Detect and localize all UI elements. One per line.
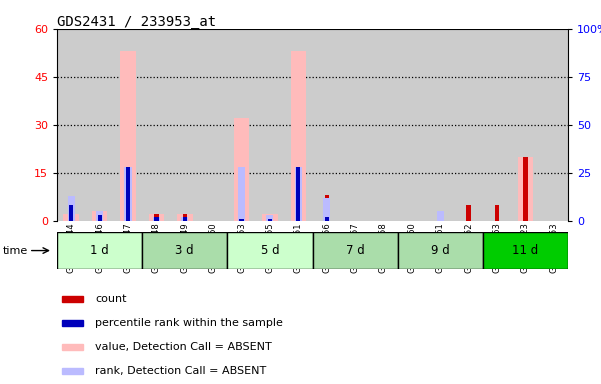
Bar — [517, 157, 533, 221]
Bar — [183, 217, 187, 221]
Text: 3 d: 3 d — [175, 244, 194, 257]
Bar — [68, 196, 75, 221]
Bar — [171, 29, 199, 221]
Text: time: time — [3, 245, 28, 256]
Text: 5 d: 5 d — [261, 244, 279, 257]
Bar — [256, 29, 284, 221]
Bar — [438, 211, 442, 221]
Bar — [284, 29, 313, 221]
Bar — [63, 368, 82, 374]
Bar — [325, 217, 329, 221]
Bar — [239, 218, 243, 221]
Text: 7 d: 7 d — [346, 244, 364, 257]
Bar — [238, 167, 245, 221]
Bar — [325, 195, 329, 221]
Bar — [142, 29, 171, 221]
Text: count: count — [96, 294, 127, 304]
Bar — [97, 218, 102, 221]
Text: GDS2431 / 233953_at: GDS2431 / 233953_at — [57, 15, 216, 29]
Bar — [63, 320, 82, 326]
Bar — [63, 344, 82, 350]
Bar — [313, 29, 341, 221]
Bar — [199, 29, 227, 221]
Bar — [148, 214, 164, 221]
Bar — [266, 215, 273, 221]
Bar — [369, 29, 398, 221]
Bar — [511, 29, 540, 221]
Bar — [126, 167, 130, 221]
Bar — [290, 51, 306, 221]
Bar — [57, 29, 85, 221]
Bar — [294, 167, 302, 221]
Bar — [323, 198, 331, 221]
Bar — [540, 29, 568, 221]
Bar — [227, 232, 313, 269]
Bar — [398, 232, 483, 269]
Text: value, Detection Call = ABSENT: value, Detection Call = ABSENT — [96, 342, 272, 352]
Bar — [296, 167, 300, 221]
Text: 1 d: 1 d — [90, 244, 109, 257]
Bar — [426, 29, 454, 221]
Bar — [341, 29, 369, 221]
Bar — [92, 211, 108, 221]
Text: rank, Detection Call = ABSENT: rank, Detection Call = ABSENT — [96, 366, 267, 376]
Bar — [96, 211, 103, 221]
Bar — [227, 29, 256, 221]
Bar — [64, 214, 79, 221]
Bar — [182, 217, 188, 221]
Bar — [69, 205, 73, 221]
Bar — [234, 118, 249, 221]
Text: 11 d: 11 d — [512, 244, 538, 257]
Bar — [454, 29, 483, 221]
Bar — [523, 157, 528, 221]
Bar — [69, 214, 73, 221]
Bar — [85, 29, 114, 221]
Bar — [154, 217, 159, 221]
Bar — [495, 205, 499, 221]
Bar — [437, 211, 444, 221]
Text: 9 d: 9 d — [431, 244, 450, 257]
Bar — [183, 214, 187, 221]
Bar — [124, 167, 132, 221]
Bar — [483, 232, 568, 269]
Bar — [239, 219, 243, 221]
Bar — [63, 296, 82, 303]
Bar — [483, 29, 511, 221]
Bar — [466, 205, 471, 221]
Bar — [142, 232, 227, 269]
Bar — [120, 51, 136, 221]
Bar — [262, 214, 278, 221]
Bar — [313, 232, 398, 269]
Bar — [57, 232, 142, 269]
Bar — [268, 219, 272, 221]
Bar — [177, 214, 192, 221]
Bar — [153, 217, 160, 221]
Bar — [114, 29, 142, 221]
Bar — [154, 214, 159, 221]
Text: percentile rank within the sample: percentile rank within the sample — [96, 318, 283, 328]
Bar — [268, 218, 272, 221]
Bar — [97, 215, 102, 221]
Bar — [398, 29, 426, 221]
